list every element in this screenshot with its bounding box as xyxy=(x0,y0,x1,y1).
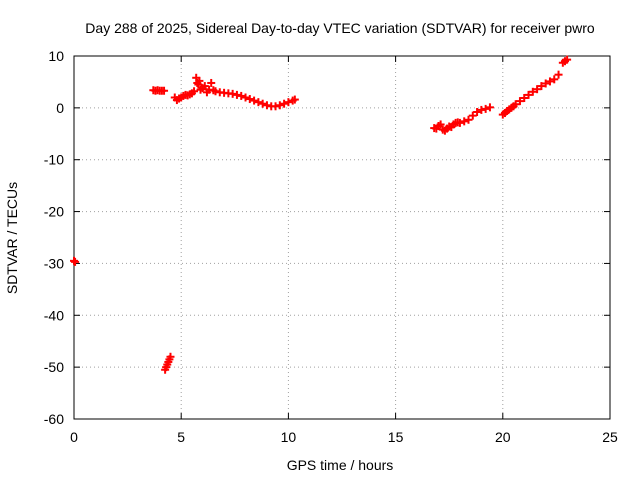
data-point xyxy=(533,85,542,94)
data-point xyxy=(207,78,216,87)
data-point xyxy=(528,87,537,96)
y-tick-label: -40 xyxy=(44,307,64,323)
x-tick-label: 5 xyxy=(177,429,185,445)
data-point xyxy=(211,87,220,96)
data-point xyxy=(262,101,271,110)
data-points xyxy=(70,55,572,374)
data-point xyxy=(237,91,246,100)
data-point xyxy=(468,111,477,120)
y-tick-label: -20 xyxy=(44,204,64,220)
x-tick-label: 15 xyxy=(388,429,404,445)
data-point xyxy=(271,102,280,111)
data-point xyxy=(280,99,289,108)
y-tick-label: -60 xyxy=(44,411,64,427)
data-point xyxy=(563,55,572,64)
data-point xyxy=(228,89,237,98)
data-point xyxy=(190,87,199,96)
data-point xyxy=(436,120,445,129)
data-point xyxy=(160,86,169,95)
data-point xyxy=(537,82,546,91)
data-point xyxy=(166,352,175,361)
data-point xyxy=(195,76,204,85)
data-point xyxy=(200,82,209,91)
data-point xyxy=(275,101,284,110)
y-tick-label: 10 xyxy=(48,48,64,64)
y-tick-label: -30 xyxy=(44,255,64,271)
data-point xyxy=(520,94,529,103)
y-tick-label: 0 xyxy=(56,100,64,116)
data-point xyxy=(481,104,490,113)
x-tick-label: 20 xyxy=(495,429,511,445)
chart-title: Day 288 of 2025, Sidereal Day-to-day VTE… xyxy=(85,20,595,36)
data-point xyxy=(541,79,550,88)
x-tick-label: 0 xyxy=(70,429,78,445)
data-point xyxy=(460,117,469,126)
data-point xyxy=(485,103,494,112)
data-point xyxy=(524,90,533,99)
data-point xyxy=(70,256,78,265)
data-point xyxy=(290,95,299,104)
data-point xyxy=(71,257,80,266)
x-axis-label: GPS time / hours xyxy=(287,457,394,473)
data-point xyxy=(545,77,554,86)
tick-layer: 0 5 10 15 20 25 -60 -50 -40 -30 -20 -10 0 10 xyxy=(44,48,618,445)
data-point xyxy=(477,105,486,114)
data-point xyxy=(241,93,250,102)
y-tick-label: -50 xyxy=(44,359,64,375)
grid-layer xyxy=(74,56,610,419)
data-point xyxy=(464,115,473,124)
data-point xyxy=(511,100,520,109)
axis-layer xyxy=(73,55,611,420)
data-point xyxy=(550,75,559,84)
data-point xyxy=(455,118,464,127)
x-tick-label: 10 xyxy=(281,429,297,445)
x-tick-label: 25 xyxy=(602,429,618,445)
y-axis-label: SDTVAR / TECUs xyxy=(4,182,20,294)
data-point xyxy=(258,99,267,108)
data-point xyxy=(473,108,482,117)
data-point xyxy=(515,97,524,106)
data-point xyxy=(284,98,293,107)
data-point xyxy=(554,70,563,79)
data-point xyxy=(254,98,263,107)
data-point xyxy=(250,96,259,105)
data-point xyxy=(232,90,241,99)
plot-frame xyxy=(73,55,611,420)
y-tick-label: -10 xyxy=(44,152,64,168)
data-point xyxy=(245,95,254,104)
